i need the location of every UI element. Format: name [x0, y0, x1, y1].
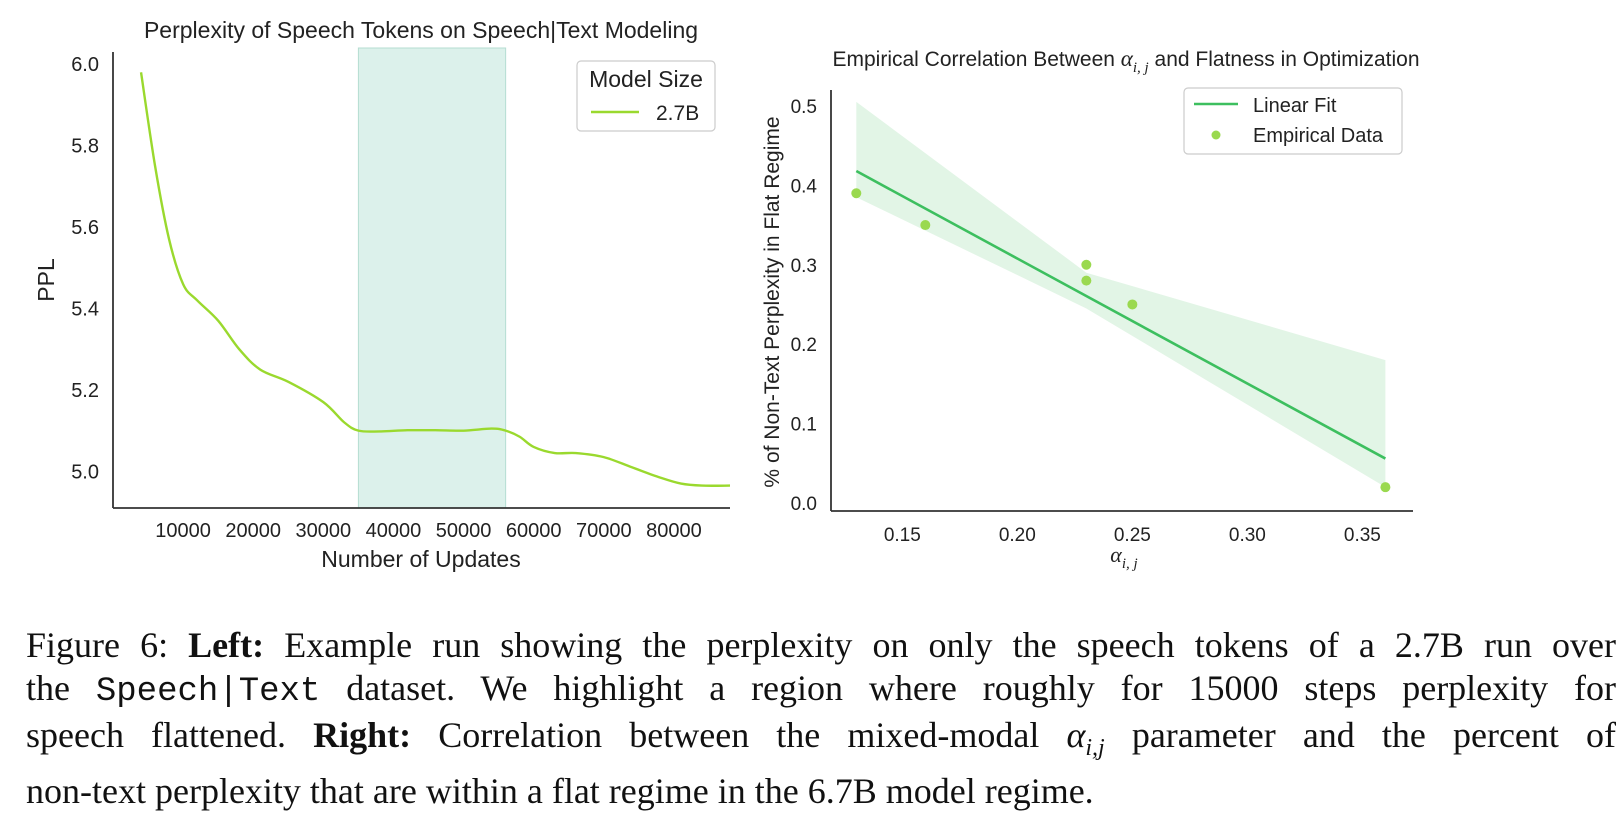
right-chart-title: Empirical Correlation Between αi, j and … [832, 46, 1419, 76]
y-tick-label: 5.4 [71, 299, 99, 321]
confidence-band [856, 101, 1386, 488]
left-x-ticks: 10000 20000 30000 40000 50000 60000 70000 80000 [155, 520, 701, 542]
x-tick-label: 30000 [296, 520, 352, 542]
caption-line-4: non-text perplexity that are within a fl… [26, 771, 1094, 812]
right-y-ticks: 0.0 0.1 0.2 0.3 0.4 0.5 [791, 97, 818, 515]
caption-right-head: Right: [313, 715, 412, 755]
figure: Perplexity of Speech Tokens on Speech|Te… [33, 17, 1420, 572]
y-tick-label: 0.1 [791, 415, 817, 436]
caption-line-2: the Speech|Text dataset. We highlight a … [26, 667, 1616, 714]
y-tick-label: 0.5 [791, 97, 817, 118]
caption-line-3: speech flattened. Right: Correlation bet… [26, 714, 1616, 770]
data-point [920, 220, 931, 231]
y-tick-label: 0.2 [791, 335, 817, 356]
right-x-ticks: 0.15 0.20 0.25 0.30 0.35 [884, 525, 1381, 546]
data-point [1127, 299, 1138, 310]
caption-dataset-name: Speech|Text [95, 673, 321, 711]
caption-left-text-3a: speech flattened. [26, 715, 286, 755]
x-tick-label: 50000 [436, 520, 492, 542]
empirical-points [851, 188, 1391, 493]
data-point [1380, 482, 1391, 493]
x-tick-label: 0.15 [884, 525, 921, 546]
left-chart: Perplexity of Speech Tokens on Speech|Te… [33, 17, 731, 572]
caption-left-head: Left: [188, 625, 265, 665]
legend-box [576, 60, 716, 132]
y-tick-label: 0.3 [791, 256, 817, 277]
legend-title: Model Size [589, 66, 703, 92]
x-tick-label: 0.20 [999, 525, 1036, 546]
x-tick-label: 0.25 [1114, 525, 1151, 546]
y-tick-label: 5.2 [71, 380, 99, 402]
legend-entry-2.7b: 2.7B [656, 102, 699, 125]
left-legend: Model Size 2.7B [576, 60, 716, 132]
y-tick-label: 5.0 [71, 461, 99, 483]
figure-caption: Figure 6: Left: Example run showing the … [26, 624, 1616, 813]
caption-label: Figure 6: [26, 625, 169, 665]
ppl-line-2.7b [139, 72, 731, 487]
y-tick-label: 5.8 [71, 136, 99, 158]
y-tick-label: 6.0 [71, 54, 99, 76]
caption-right-text-1: Correlation between the mixed-modal [438, 715, 1040, 755]
caption-left-text-2b: dataset. We highlight a region where rou… [346, 668, 1617, 708]
left-x-axis-label: Number of Updates [321, 546, 520, 572]
x-tick-label: 70000 [576, 520, 632, 542]
right-legend: Linear Fit Empirical Data [1183, 87, 1403, 155]
legend-point-swatch [1211, 130, 1221, 140]
y-tick-label: 5.6 [71, 217, 99, 239]
data-point [851, 188, 862, 199]
data-point [1081, 259, 1092, 270]
x-tick-label: 80000 [646, 520, 702, 542]
legend-entry-empirical-data: Empirical Data [1253, 125, 1384, 147]
linear-fit-line [855, 169, 1387, 460]
x-tick-label: 40000 [366, 520, 422, 542]
legend-box [1183, 87, 1403, 155]
left-y-axis-label: PPL [33, 258, 59, 302]
right-y-axis-label: % of Non-Text Perplexity in Flat Regime [761, 116, 784, 487]
left-chart-title: Perplexity of Speech Tokens on Speech|Te… [144, 17, 698, 43]
data-point [1081, 275, 1092, 286]
highlight-region [357, 47, 507, 509]
right-chart: Empirical Correlation Between αi, j and … [761, 46, 1420, 572]
x-tick-label: 10000 [155, 520, 211, 542]
caption-line-1: Figure 6: Left: Example run showing the … [26, 624, 1616, 667]
caption-left-text-2a: the [26, 668, 70, 708]
right-x-axis-label: αi, j [1110, 542, 1137, 572]
x-tick-label: 20000 [225, 520, 281, 542]
x-tick-label: 60000 [506, 520, 562, 542]
legend-entry-linear-fit: Linear Fit [1253, 95, 1337, 117]
caption-right-text-2: parameter and the percent of [1131, 715, 1617, 755]
left-y-ticks: 5.0 5.2 5.4 5.6 5.8 6.0 [71, 54, 99, 483]
y-tick-label: 0.0 [791, 494, 817, 515]
x-tick-label: 0.30 [1229, 525, 1266, 546]
caption-alpha: αi,j [1066, 715, 1105, 762]
x-tick-label: 0.35 [1344, 525, 1381, 546]
caption-left-text-1: Example run showing the perplexity on on… [284, 625, 1617, 665]
y-tick-label: 0.4 [791, 176, 818, 197]
